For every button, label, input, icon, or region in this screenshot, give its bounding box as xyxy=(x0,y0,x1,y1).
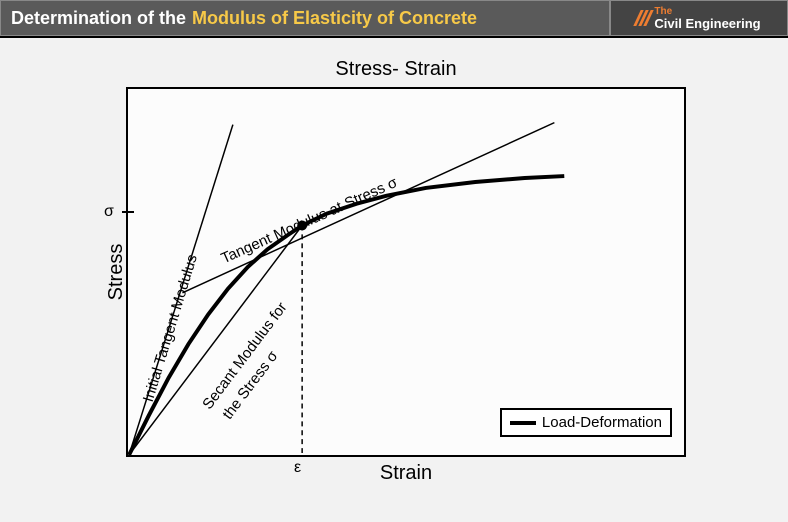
sigma-tick-label: σ xyxy=(104,203,114,221)
x-axis-label: Strain xyxy=(380,462,432,485)
plot-area: Stress Strain σ ε Initial Tangent Modulu… xyxy=(126,87,686,457)
legend-label: Load-Deformation xyxy=(542,414,662,431)
brand-name: Civil Engineering xyxy=(654,17,760,30)
title-prefix: Determination of the xyxy=(11,8,186,29)
legend: Load-Deformation xyxy=(500,408,672,437)
y-axis-label: Stress xyxy=(105,244,128,301)
legend-line-icon xyxy=(510,421,536,425)
brand-logo: The Civil Engineering xyxy=(610,0,788,36)
epsilon-tick-label: ε xyxy=(294,459,301,477)
chart-title: Stress- Strain xyxy=(86,58,706,81)
header-bar: Determination of the Modulus of Elastici… xyxy=(0,0,788,38)
content-area: Stress- Strain Stress Strain σ ε Initial… xyxy=(0,38,788,522)
brand-prefix: The xyxy=(654,7,760,17)
header-title: Determination of the Modulus of Elastici… xyxy=(0,0,610,36)
title-highlight: Modulus of Elasticity of Concrete xyxy=(192,8,477,29)
secant-line xyxy=(129,226,302,455)
logo-slashes-icon xyxy=(637,10,650,26)
tangent-at-sigma-line xyxy=(182,123,554,293)
brand-text: The Civil Engineering xyxy=(654,7,760,30)
chart-container: Stress- Strain Stress Strain σ ε Initial… xyxy=(86,58,706,498)
